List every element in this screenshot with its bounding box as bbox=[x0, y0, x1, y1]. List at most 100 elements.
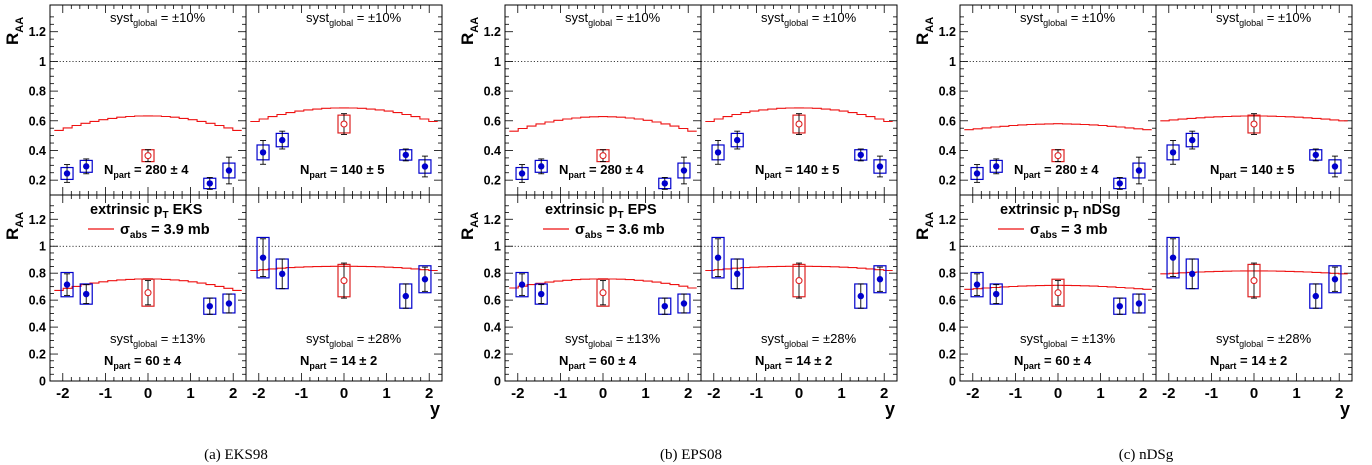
data-point-forward bbox=[275, 258, 289, 290]
xlabel: y bbox=[1340, 399, 1350, 419]
xtick-label: 2 bbox=[684, 385, 692, 402]
ytick-label-top: 1 bbox=[494, 55, 501, 69]
xtick-label: -2 bbox=[252, 385, 265, 402]
marker-filled bbox=[63, 281, 71, 288]
ytick-label-bottom: 0.6 bbox=[29, 294, 46, 308]
data-point-forward bbox=[515, 164, 529, 183]
marker-open bbox=[599, 152, 607, 160]
ytick-label-bottom: 0 bbox=[39, 375, 46, 389]
syst-global-label: systglobal = ±13% bbox=[1020, 331, 1116, 349]
npart-label: Npart = 140 ± 5 bbox=[300, 162, 385, 180]
data-point-midrapidity bbox=[337, 113, 351, 135]
marker-filled bbox=[1331, 163, 1339, 170]
marker-filled bbox=[1169, 254, 1177, 261]
xtick-label: -1 bbox=[750, 385, 763, 402]
ytick-label-bottom: 0.4 bbox=[484, 321, 501, 335]
data-point-midrapidity bbox=[596, 278, 610, 307]
data-point-forward bbox=[275, 130, 289, 150]
legend-model-title: extrinsic pT EPS bbox=[545, 202, 657, 221]
caption: (b) EPS08 bbox=[660, 447, 722, 463]
marker-filled bbox=[538, 290, 545, 298]
marker-filled bbox=[876, 163, 884, 170]
data-point-forward bbox=[60, 271, 74, 298]
marker-filled bbox=[402, 151, 409, 159]
npart-label: Npart = 280 ± 4 bbox=[1014, 162, 1099, 180]
marker-filled bbox=[259, 254, 267, 261]
data-point-forward bbox=[418, 155, 432, 178]
syst-global-label: systglobal = ±13% bbox=[110, 331, 206, 349]
marker-filled bbox=[1331, 276, 1339, 283]
data-point-forward bbox=[970, 271, 984, 298]
ytick-label-top: 0.2 bbox=[939, 174, 956, 188]
ylabel-bottom: RAA bbox=[3, 212, 26, 240]
panel-1: systglobal = ±10% Npart = 280 ± 4 bbox=[50, 5, 246, 195]
marker-filled bbox=[661, 180, 668, 187]
ytick-label-top: 1 bbox=[949, 55, 956, 69]
data-point-forward bbox=[873, 155, 887, 178]
data-point-midrapidity bbox=[792, 262, 806, 299]
marker-open bbox=[340, 277, 348, 285]
data-point-midrapidity bbox=[596, 149, 610, 163]
marker-filled bbox=[876, 276, 884, 283]
xtick-label: 2 bbox=[880, 385, 888, 402]
marker-open bbox=[1054, 289, 1062, 297]
marker-filled bbox=[973, 281, 981, 288]
data-point-forward bbox=[60, 164, 74, 183]
marker-filled bbox=[734, 270, 741, 278]
panel-2: systglobal = ±10% Npart = 140 ± 5 bbox=[1156, 5, 1352, 195]
data-point-forward bbox=[399, 148, 413, 162]
marker-filled bbox=[1116, 180, 1123, 187]
ytick-label-bottom: 1 bbox=[494, 240, 501, 254]
panel-1: systglobal = ±10% Npart = 280 ± 4 bbox=[960, 5, 1156, 195]
marker-filled bbox=[259, 149, 267, 156]
xtick-label: 1 bbox=[186, 385, 194, 402]
ytick-label-bottom: 0.2 bbox=[939, 348, 956, 362]
marker-filled bbox=[206, 180, 213, 187]
data-point-forward bbox=[989, 158, 1003, 175]
legend-model-title: extrinsic pT nDSg bbox=[1000, 202, 1121, 221]
caption: (a) EKS98 bbox=[204, 447, 268, 463]
ytick-label-bottom: 0 bbox=[494, 375, 501, 389]
xlabel: y bbox=[885, 399, 895, 419]
marker-open bbox=[1054, 152, 1062, 160]
legend-sigma: σabs = 3 mb bbox=[1030, 222, 1108, 241]
data-point-forward bbox=[203, 177, 217, 190]
marker-filled bbox=[1135, 300, 1143, 307]
npart-label: Npart = 14 ± 2 bbox=[1210, 353, 1287, 371]
model-curve bbox=[705, 107, 893, 123]
data-point-forward bbox=[256, 140, 270, 165]
data-point-forward bbox=[677, 293, 691, 314]
xtick-label: 0 bbox=[144, 385, 152, 402]
data-point-forward bbox=[399, 283, 413, 309]
xtick-label: 2 bbox=[1139, 385, 1147, 402]
xtick-label: 0 bbox=[1250, 385, 1258, 402]
marker-filled bbox=[734, 136, 741, 144]
xtick-label: 2 bbox=[425, 385, 433, 402]
marker-filled bbox=[83, 163, 90, 170]
syst-global-label: systglobal = ±10% bbox=[1020, 10, 1116, 28]
ytick-label-bottom: 0.8 bbox=[484, 267, 501, 281]
data-point-forward bbox=[1132, 156, 1146, 185]
marker-filled bbox=[973, 170, 981, 177]
marker-filled bbox=[680, 167, 688, 174]
marker-filled bbox=[1189, 270, 1196, 278]
data-point-forward bbox=[854, 148, 868, 162]
ytick-label-bottom: 1.2 bbox=[29, 213, 46, 227]
syst-box bbox=[1166, 236, 1180, 279]
panel-3: systglobal = ±13% Npart = 60 ± 4 bbox=[960, 195, 1156, 382]
model-curve bbox=[54, 115, 242, 131]
ytick-label-bottom: 0.4 bbox=[29, 321, 46, 335]
xtick-label: -1 bbox=[1009, 385, 1022, 402]
ylabel-top: RAA bbox=[913, 17, 936, 45]
syst-box bbox=[534, 283, 548, 305]
legend-sigma: σabs = 3.6 mb bbox=[575, 222, 665, 241]
marker-filled bbox=[714, 149, 722, 156]
marker-open bbox=[599, 289, 607, 297]
xtick-label: 2 bbox=[229, 385, 237, 402]
syst-box bbox=[60, 271, 74, 298]
panel-4: systglobal = ±28% Npart = 14 ± 2 bbox=[1156, 195, 1352, 382]
ylabel-top: RAA bbox=[3, 17, 26, 45]
xtick-label: -1 bbox=[554, 385, 567, 402]
ytick-label-bottom: 0.2 bbox=[29, 348, 46, 362]
xlabel: y bbox=[430, 399, 440, 419]
